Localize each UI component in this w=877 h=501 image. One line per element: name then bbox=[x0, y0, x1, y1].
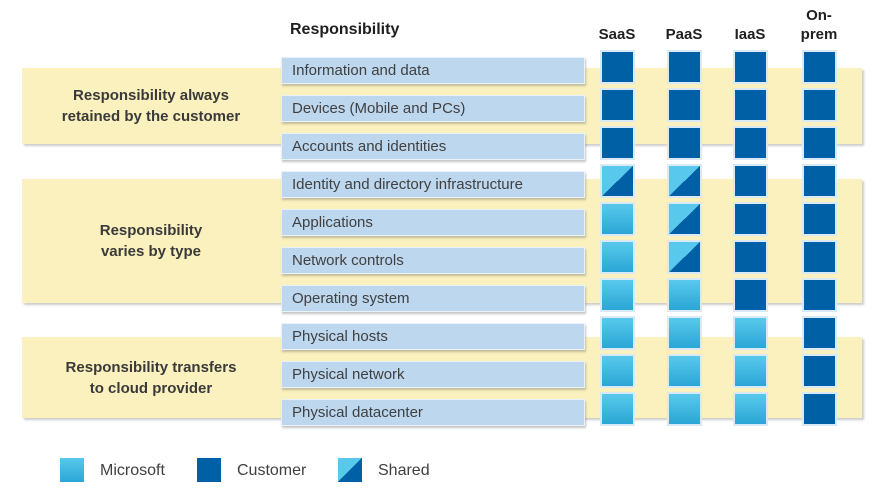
cell-network-controls-saas-microsoft bbox=[600, 240, 635, 274]
legend-swatch-customer bbox=[197, 458, 221, 482]
cell-physical-datacenter-iaas-microsoft bbox=[733, 392, 768, 426]
cell-identity-and-directory-infrastructure-saas-shared bbox=[600, 164, 635, 198]
cell-identity-and-directory-infrastructure-paas-shared bbox=[667, 164, 702, 198]
row-label-devices-mobile-and-pcs: Devices (Mobile and PCs) bbox=[281, 95, 585, 122]
cell-identity-and-directory-infrastructure-iaas-customer bbox=[733, 164, 768, 198]
row-label-operating-system: Operating system bbox=[281, 285, 585, 312]
column-header-paas: PaaS bbox=[665, 26, 703, 43]
cell-physical-datacenter-paas-microsoft bbox=[667, 392, 702, 426]
legend-label-customer: Customer bbox=[237, 462, 307, 479]
cell-network-controls-iaas-customer bbox=[733, 240, 768, 274]
band-3-label: Responsibility transfers to cloud provid… bbox=[65, 358, 237, 397]
cell-accounts-and-identities-on-prem-customer bbox=[802, 126, 837, 160]
cell-information-and-data-paas-customer bbox=[667, 50, 702, 84]
cell-network-controls-paas-shared bbox=[667, 240, 702, 274]
legend-label-shared: Shared bbox=[378, 462, 430, 479]
row-label-applications: Applications bbox=[281, 209, 585, 236]
cell-physical-network-saas-microsoft bbox=[600, 354, 635, 388]
row-label-network-controls: Network controls bbox=[281, 247, 585, 274]
column-header-on-prem: On- prem bbox=[800, 7, 838, 43]
cell-devices-mobile-and-pcs-on-prem-customer bbox=[802, 88, 837, 122]
cell-physical-datacenter-saas-microsoft bbox=[600, 392, 635, 426]
cell-operating-system-paas-microsoft bbox=[667, 278, 702, 312]
legend-swatch-microsoft bbox=[60, 458, 84, 482]
cell-applications-on-prem-customer bbox=[802, 202, 837, 236]
cell-operating-system-saas-microsoft bbox=[600, 278, 635, 312]
row-label-physical-datacenter: Physical datacenter bbox=[281, 399, 585, 426]
band-2-label: Responsibility varies by type bbox=[99, 222, 203, 260]
cell-physical-datacenter-on-prem-customer bbox=[802, 392, 837, 426]
cell-physical-network-paas-microsoft bbox=[667, 354, 702, 388]
column-header-iaas: IaaS bbox=[734, 26, 766, 43]
cell-physical-hosts-iaas-microsoft bbox=[733, 316, 768, 350]
row-label-accounts-and-identities: Accounts and identities bbox=[281, 133, 585, 160]
responsibility-column-header: Responsibility bbox=[290, 21, 400, 38]
row-label-information-and-data: Information and data bbox=[281, 57, 585, 84]
legend-label-microsoft: Microsoft bbox=[100, 462, 165, 479]
cell-operating-system-iaas-customer bbox=[733, 278, 768, 312]
cell-information-and-data-saas-customer bbox=[600, 50, 635, 84]
cell-physical-network-iaas-microsoft bbox=[733, 354, 768, 388]
legend-swatch-shared bbox=[338, 458, 362, 482]
band-1-label: Responsibility always retained by the cu… bbox=[61, 87, 241, 125]
cell-physical-hosts-on-prem-customer bbox=[802, 316, 837, 350]
cell-identity-and-directory-infrastructure-on-prem-customer bbox=[802, 164, 837, 198]
cell-network-controls-on-prem-customer bbox=[802, 240, 837, 274]
column-header-saas: SaaS bbox=[598, 26, 636, 43]
cell-applications-saas-microsoft bbox=[600, 202, 635, 236]
band-2: Responsibility varies by type bbox=[22, 179, 862, 303]
cell-devices-mobile-and-pcs-saas-customer bbox=[600, 88, 635, 122]
cell-accounts-and-identities-iaas-customer bbox=[733, 126, 768, 160]
cell-physical-network-on-prem-customer bbox=[802, 354, 837, 388]
cell-accounts-and-identities-saas-customer bbox=[600, 126, 635, 160]
cell-physical-hosts-saas-microsoft bbox=[600, 316, 635, 350]
row-label-identity-and-directory-infrastructure: Identity and directory infrastructure bbox=[281, 171, 585, 198]
cell-accounts-and-identities-paas-customer bbox=[667, 126, 702, 160]
cell-devices-mobile-and-pcs-paas-customer bbox=[667, 88, 702, 122]
cell-applications-iaas-customer bbox=[733, 202, 768, 236]
cell-operating-system-on-prem-customer bbox=[802, 278, 837, 312]
row-label-physical-network: Physical network bbox=[281, 361, 585, 388]
row-label-physical-hosts: Physical hosts bbox=[281, 323, 585, 350]
cell-physical-hosts-paas-microsoft bbox=[667, 316, 702, 350]
cell-applications-paas-shared bbox=[667, 202, 702, 236]
cell-devices-mobile-and-pcs-iaas-customer bbox=[733, 88, 768, 122]
cell-information-and-data-on-prem-customer bbox=[802, 50, 837, 84]
cell-information-and-data-iaas-customer bbox=[733, 50, 768, 84]
